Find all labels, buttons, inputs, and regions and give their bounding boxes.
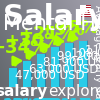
Bar	[37, 54, 45, 87]
Bar	[80, 13, 91, 14]
Bar	[80, 8, 91, 9]
Bar	[80, 6, 91, 7]
Bar	[9, 68, 17, 87]
Text: 114,000 USD: 114,000 USD	[85, 44, 100, 57]
Text: salary: salary	[0, 84, 48, 99]
Bar	[80, 14, 91, 15]
Bar	[65, 43, 73, 87]
Text: +34%: +34%	[0, 40, 48, 57]
Text: 99,200 USD: 99,200 USD	[57, 50, 100, 63]
Text: +30%: +30%	[4, 32, 62, 50]
Text: 63,000 USD: 63,000 USD	[29, 63, 99, 76]
Bar	[80, 9, 91, 10]
Polygon shape	[87, 41, 88, 87]
Polygon shape	[59, 47, 60, 87]
Bar	[80, 11, 91, 12]
Bar	[80, 7, 91, 8]
Text: +9%: +9%	[39, 21, 84, 39]
Polygon shape	[17, 68, 18, 87]
Polygon shape	[45, 54, 46, 87]
Bar	[23, 61, 31, 87]
Text: Mental Health Worker: Mental Health Worker	[3, 14, 100, 34]
Polygon shape	[73, 43, 74, 87]
Text: Average Yearly Salary: Average Yearly Salary	[92, 5, 100, 100]
Text: 81,900 USD: 81,900 USD	[43, 56, 100, 69]
Text: +21%: +21%	[18, 25, 76, 43]
Bar	[80, 12, 91, 13]
Polygon shape	[31, 61, 32, 87]
Text: Salary Comparison By Experience: Salary Comparison By Experience	[3, 3, 100, 31]
Text: explorer.com: explorer.com	[48, 84, 100, 99]
Text: +5%: +5%	[53, 19, 98, 37]
Bar	[51, 47, 59, 87]
Text: 47,000 USD: 47,000 USD	[15, 69, 85, 82]
Bar	[80, 5, 91, 6]
Bar	[80, 15, 91, 16]
Bar	[79, 41, 87, 87]
Text: 108,000 USD: 108,000 USD	[71, 46, 100, 59]
Bar	[80, 5, 84, 11]
Bar	[80, 10, 91, 11]
